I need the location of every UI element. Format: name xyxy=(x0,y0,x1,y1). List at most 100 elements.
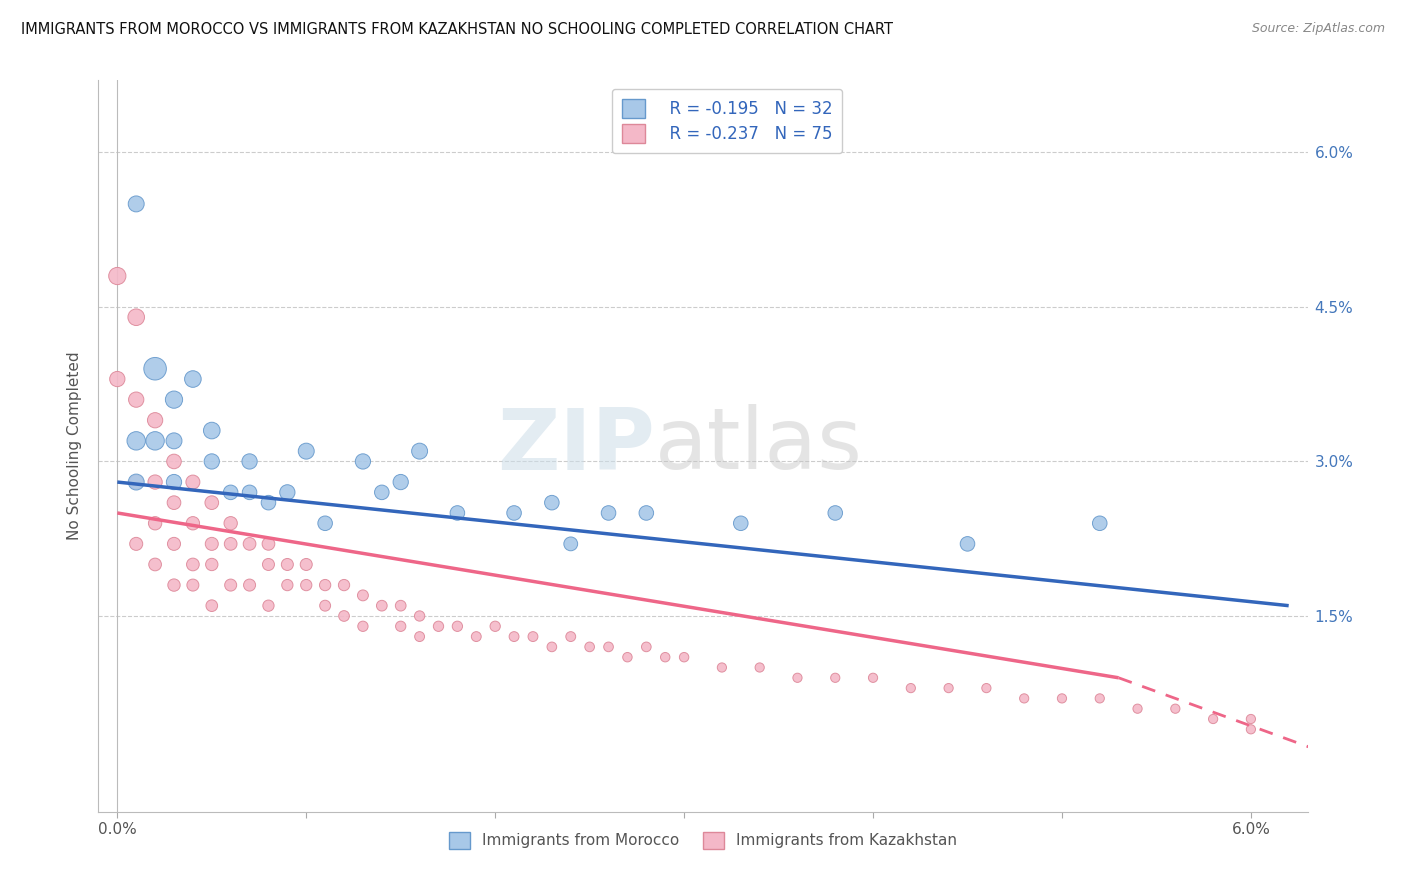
Point xyxy=(295,558,318,572)
Y-axis label: No Schooling Completed: No Schooling Completed xyxy=(67,351,83,541)
Point xyxy=(125,197,148,211)
Point xyxy=(522,630,544,644)
Point xyxy=(616,650,638,665)
Point xyxy=(598,640,620,654)
Point xyxy=(163,454,186,468)
Point xyxy=(143,361,166,376)
Point xyxy=(976,681,998,695)
Point xyxy=(673,650,696,665)
Point xyxy=(201,424,224,438)
Point xyxy=(219,537,242,551)
Point xyxy=(257,496,280,510)
Point xyxy=(408,444,430,458)
Point xyxy=(219,485,242,500)
Point xyxy=(163,578,186,592)
Point xyxy=(408,609,430,624)
Point xyxy=(956,537,979,551)
Point xyxy=(125,475,148,489)
Point xyxy=(1012,691,1035,706)
Point xyxy=(143,475,166,489)
Text: Source: ZipAtlas.com: Source: ZipAtlas.com xyxy=(1251,22,1385,36)
Point xyxy=(710,660,733,674)
Text: atlas: atlas xyxy=(655,404,863,488)
Point xyxy=(163,537,186,551)
Point xyxy=(125,392,148,407)
Point xyxy=(560,537,582,551)
Point xyxy=(503,506,526,520)
Point xyxy=(257,537,280,551)
Point xyxy=(125,537,148,551)
Point xyxy=(143,413,166,427)
Point xyxy=(239,485,262,500)
Point xyxy=(1088,516,1111,531)
Point xyxy=(389,599,412,613)
Point xyxy=(730,516,752,531)
Point xyxy=(333,578,356,592)
Point xyxy=(427,619,450,633)
Point xyxy=(408,630,430,644)
Point xyxy=(862,671,884,685)
Point xyxy=(1202,712,1225,726)
Point xyxy=(578,640,600,654)
Point xyxy=(598,506,620,520)
Point xyxy=(105,372,128,386)
Point xyxy=(201,454,224,468)
Point xyxy=(352,588,374,602)
Point xyxy=(636,506,658,520)
Point xyxy=(654,650,676,665)
Point xyxy=(125,475,148,489)
Point xyxy=(900,681,922,695)
Point xyxy=(352,454,374,468)
Point xyxy=(219,578,242,592)
Point xyxy=(1126,702,1149,716)
Point xyxy=(824,671,846,685)
Point xyxy=(201,558,224,572)
Point xyxy=(446,619,468,633)
Point xyxy=(314,599,336,613)
Point xyxy=(143,516,166,531)
Point xyxy=(446,506,468,520)
Point xyxy=(1088,691,1111,706)
Point xyxy=(333,609,356,624)
Point xyxy=(371,599,394,613)
Point xyxy=(1164,702,1187,716)
Point xyxy=(371,485,394,500)
Point xyxy=(163,392,186,407)
Text: IMMIGRANTS FROM MOROCCO VS IMMIGRANTS FROM KAZAKHSTAN NO SCHOOLING COMPLETED COR: IMMIGRANTS FROM MOROCCO VS IMMIGRANTS FR… xyxy=(21,22,893,37)
Point xyxy=(465,630,488,644)
Point xyxy=(389,619,412,633)
Point xyxy=(143,434,166,448)
Point xyxy=(503,630,526,644)
Point xyxy=(181,372,204,386)
Point xyxy=(219,516,242,531)
Text: ZIP: ZIP xyxy=(496,404,655,488)
Point xyxy=(276,485,298,500)
Point xyxy=(181,516,204,531)
Point xyxy=(276,578,298,592)
Point xyxy=(314,578,336,592)
Point xyxy=(389,475,412,489)
Point xyxy=(181,578,204,592)
Point xyxy=(276,558,298,572)
Point xyxy=(540,640,562,654)
Point xyxy=(143,558,166,572)
Point xyxy=(163,496,186,510)
Point xyxy=(105,268,128,283)
Point xyxy=(540,496,562,510)
Point xyxy=(295,444,318,458)
Point xyxy=(181,558,204,572)
Point xyxy=(163,434,186,448)
Point xyxy=(163,475,186,489)
Point xyxy=(201,537,224,551)
Point xyxy=(938,681,960,695)
Point xyxy=(1240,723,1263,737)
Point xyxy=(352,619,374,633)
Point xyxy=(748,660,770,674)
Point xyxy=(181,475,204,489)
Point xyxy=(484,619,506,633)
Point xyxy=(1240,712,1263,726)
Point xyxy=(1050,691,1073,706)
Point xyxy=(257,558,280,572)
Point xyxy=(257,599,280,613)
Point xyxy=(239,454,262,468)
